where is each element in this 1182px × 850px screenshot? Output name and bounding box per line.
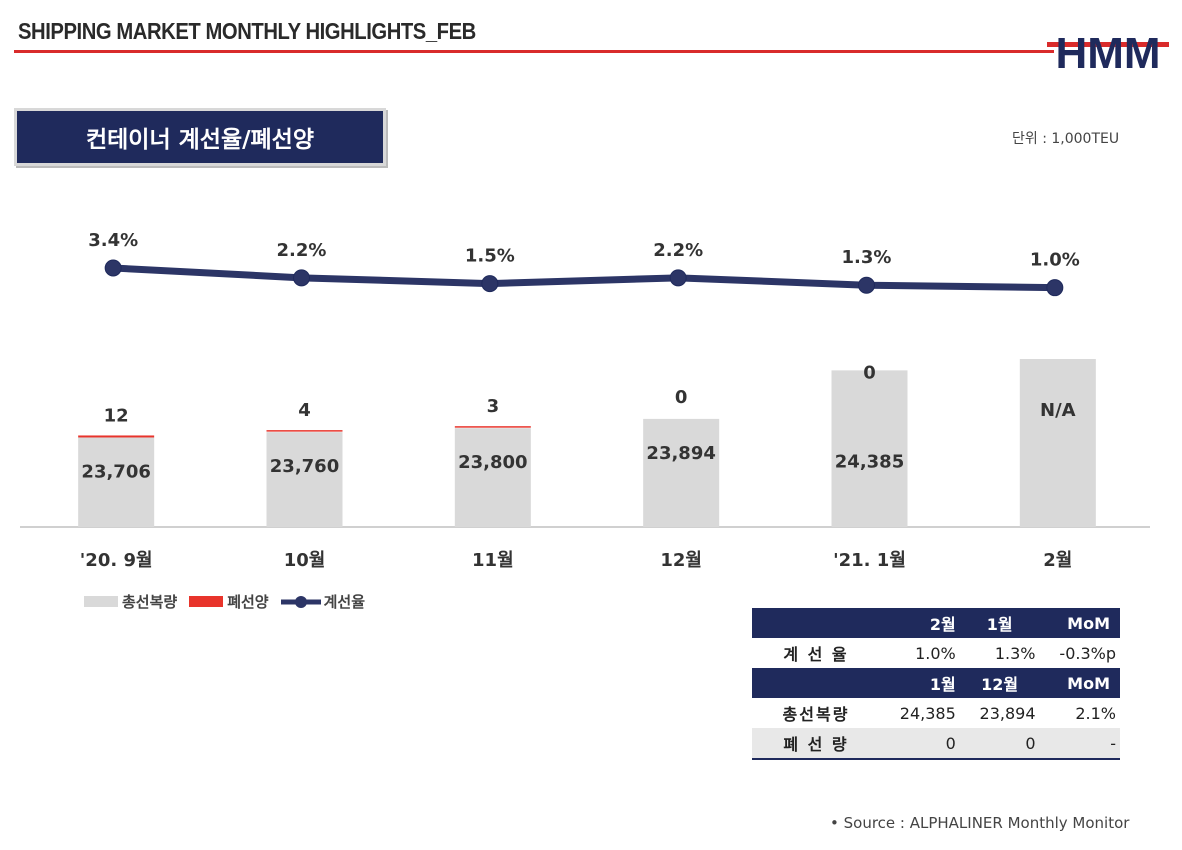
total-bar	[1019, 359, 1096, 527]
scrap-bar	[266, 430, 343, 432]
total-bar	[643, 418, 720, 527]
table-header-cell: MoM	[1039, 608, 1120, 638]
table-row: 폐 선 량 0 0 -	[752, 728, 1120, 760]
idle-rate-point	[481, 275, 499, 293]
total-bar	[266, 432, 343, 527]
idle-rate-label: 1.5%	[465, 246, 515, 267]
idle-rate-point	[858, 276, 875, 294]
legend-swatch-line	[280, 595, 321, 608]
hmm-logo: HMM	[1047, 29, 1169, 76]
legend-label-total: 총선복량	[122, 593, 178, 611]
total-bar	[831, 370, 908, 527]
idle-rate-point	[1046, 279, 1064, 297]
scrap-bar	[78, 435, 155, 438]
table-row-label: 폐 선 량	[752, 728, 880, 760]
scrap-value-label: 12	[104, 405, 129, 426]
table-header-cell: MoM	[1039, 668, 1120, 698]
section-title-box: 컨테이너 계선율/폐선양	[14, 108, 386, 166]
logo-text: HMM	[1055, 29, 1160, 76]
idle-rate-point	[293, 269, 310, 287]
total-bar	[78, 437, 155, 527]
table-header-cell: 1월	[880, 668, 960, 698]
total-bar	[454, 428, 531, 527]
page-header-title: SHIPPING MARKET MONTHLY HIGHLIGHTS_FEB	[18, 18, 476, 44]
idle-rate-label: 3.4%	[88, 230, 138, 251]
table-cell: 2.1%	[1039, 698, 1120, 728]
category-tick-label: 10월	[284, 550, 326, 571]
legend-label-scrap: 폐선양	[227, 593, 269, 611]
idle-rate-label: 1.3%	[842, 247, 892, 268]
header-divider	[14, 50, 1054, 53]
table-cell: 24,385	[880, 698, 960, 728]
category-tick-label: '20. 9월	[80, 550, 153, 571]
total-value-label: 23,706	[81, 461, 150, 482]
scrap-value-label: 0	[675, 387, 688, 408]
total-value-label: 23,760	[270, 456, 339, 477]
table-cell: -0.3%p	[1039, 638, 1120, 668]
legend-item-idle: 계선율	[280, 591, 366, 612]
total-value-label: 23,800	[458, 452, 527, 473]
summary-table: 2월 1월 MoM 계 선 율 1.0% 1.3% -0.3%p 1월 12월 …	[752, 608, 1120, 760]
category-tick-label: 11월	[472, 550, 514, 571]
legend-swatch-red	[189, 596, 224, 607]
table-row-label: 총선복량	[752, 698, 880, 728]
unit-label: 단위 : 1,000TEU	[1012, 131, 1120, 147]
scrap-bar	[454, 426, 531, 428]
category-tick-label: '21. 1월	[833, 550, 906, 571]
idle-rate-line	[109, 264, 1059, 292]
table-cell: 1.3%	[959, 638, 1040, 668]
table-header-cell	[752, 608, 880, 638]
legend-label-idle: 계선율	[323, 593, 366, 611]
source-note: • Source : ALPHALINER Monthly Monitor	[830, 814, 1130, 832]
logo-red-stripe	[1047, 42, 1169, 47]
table-header-cell	[752, 668, 880, 698]
table-header-row: 2월 1월 MoM	[752, 608, 1120, 638]
idle-rate-point	[104, 259, 122, 277]
table-cell: 1.0%	[880, 638, 960, 668]
table-header-cell: 12월	[959, 668, 1040, 698]
legend-item-total: 총선복량	[84, 591, 177, 612]
scrap-value-label: 4	[298, 400, 311, 421]
scrap-value-label: 3	[487, 396, 500, 417]
total-value-label: 23,894	[646, 443, 715, 464]
chart-legend: 총선복량 폐선양 계선율	[84, 591, 377, 612]
section-title: 컨테이너 계선율/폐선양	[85, 127, 314, 153]
total-value-label: N/A	[1040, 400, 1076, 421]
table-cell: 0	[959, 728, 1040, 760]
table-header-cell: 2월	[880, 608, 960, 638]
legend-item-scrap: 폐선양	[189, 591, 269, 612]
table-header-row: 1월 12월 MoM	[752, 668, 1120, 698]
table-row: 계 선 율 1.0% 1.3% -0.3%p	[752, 638, 1120, 668]
table-cell: -	[1039, 728, 1120, 760]
table-header-cell: 1월	[959, 608, 1040, 638]
table-row: 총선복량 24,385 23,894 2.1%	[752, 698, 1120, 728]
idle-rate-label: 2.2%	[653, 240, 703, 261]
idle-rate-point	[669, 269, 687, 287]
legend-swatch-gray	[84, 596, 118, 607]
table-row-label: 계 선 율	[752, 638, 880, 668]
category-tick-label: 12월	[660, 550, 702, 571]
table-cell: 23,894	[959, 698, 1040, 728]
category-tick-label: 2월	[1043, 550, 1072, 571]
scrap-value-label: 0	[863, 362, 876, 383]
idle-rate-label: 2.2%	[277, 240, 327, 261]
total-value-label: 24,385	[835, 451, 904, 472]
idle-rate-label: 1.0%	[1030, 250, 1080, 271]
table-cell: 0	[880, 728, 960, 760]
chart-area: 23,706 12 '20. 9월 23,760 4 10월 23,800 3 11월 23,89…	[20, 230, 1150, 571]
